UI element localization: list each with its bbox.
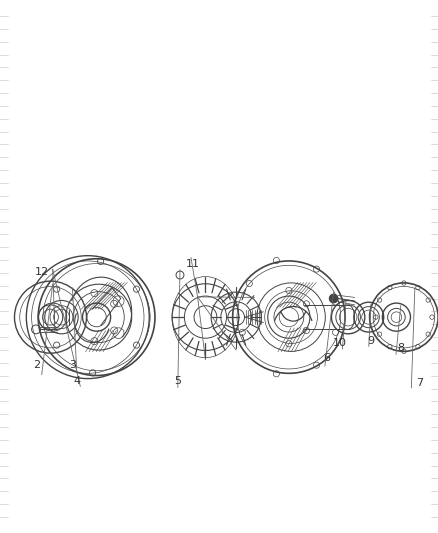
- Text: 10: 10: [332, 338, 346, 348]
- Text: 9: 9: [367, 336, 374, 346]
- Text: 5: 5: [174, 376, 181, 386]
- Text: 2: 2: [33, 360, 40, 370]
- Text: 12: 12: [35, 267, 49, 277]
- Text: 8: 8: [396, 343, 403, 353]
- Text: 4: 4: [73, 376, 80, 386]
- Text: 7: 7: [415, 378, 422, 387]
- Text: 11: 11: [186, 259, 200, 269]
- Text: 3: 3: [69, 360, 76, 370]
- Circle shape: [328, 294, 337, 303]
- Text: 6: 6: [323, 353, 330, 363]
